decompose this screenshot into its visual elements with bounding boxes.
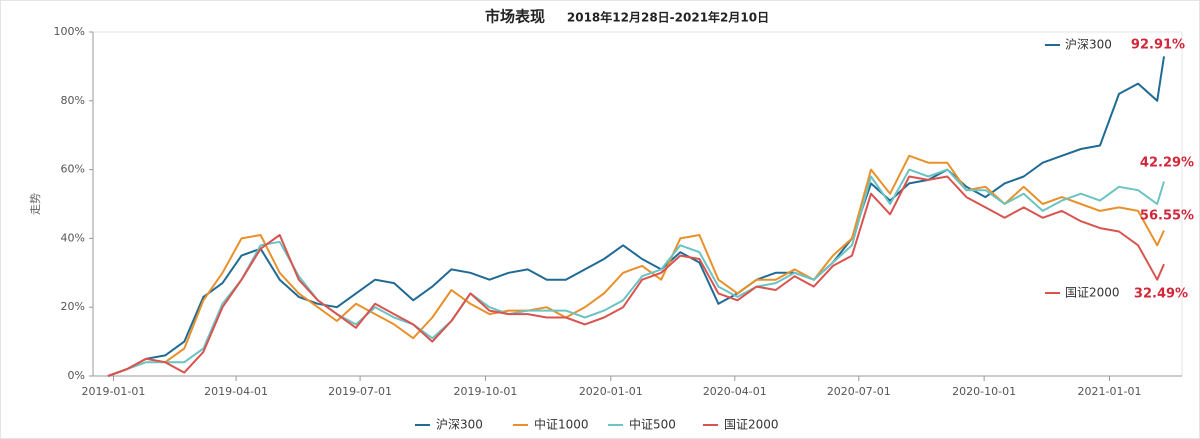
- legend-label: 中证500: [629, 417, 676, 432]
- legend-label: 中证1000: [534, 417, 589, 432]
- x-tick-label: 2019-01-01: [81, 385, 145, 398]
- x-tick-label: 2019-07-01: [328, 385, 392, 398]
- x-tick-label: 2020-07-01: [827, 385, 891, 398]
- end-value-label: 42.29%: [1140, 156, 1194, 171]
- inline-legend-label: 国证2000: [1065, 286, 1120, 300]
- end-value-label: 92.91%: [1131, 38, 1185, 53]
- y-tick-label: 40%: [61, 231, 85, 244]
- y-tick-label: 100%: [54, 25, 85, 38]
- x-tick-label: 2020-10-01: [952, 385, 1016, 398]
- chart-subtitle: 2018年12月28日-2021年2月10日: [567, 10, 769, 25]
- y-tick-label: 80%: [61, 94, 85, 107]
- series-line: [107, 168, 1165, 377]
- legend-label: 国证2000: [724, 418, 779, 432]
- x-tick-label: 2019-10-01: [453, 385, 517, 398]
- y-tick-label: 20%: [61, 300, 85, 313]
- y-axis-label: 走势: [29, 193, 42, 215]
- x-tick-label: 2020-01-01: [579, 385, 643, 398]
- y-tick-label: 60%: [61, 163, 85, 176]
- end-value-label: 32.49%: [1134, 287, 1188, 302]
- x-tick-label: 2021-01-01: [1078, 385, 1142, 398]
- series-line: [107, 56, 1165, 377]
- x-tick-label: 2020-04-01: [703, 385, 767, 398]
- end-value-label: 56.55%: [1140, 209, 1194, 224]
- series-line: [107, 175, 1165, 377]
- x-tick-label: 2019-04-01: [204, 385, 268, 398]
- chart-title: 市场表现: [485, 8, 545, 26]
- y-tick-label: 0%: [68, 369, 85, 382]
- inline-legend-label: 沪深300: [1065, 38, 1112, 52]
- legend-label: 沪深300: [436, 418, 483, 432]
